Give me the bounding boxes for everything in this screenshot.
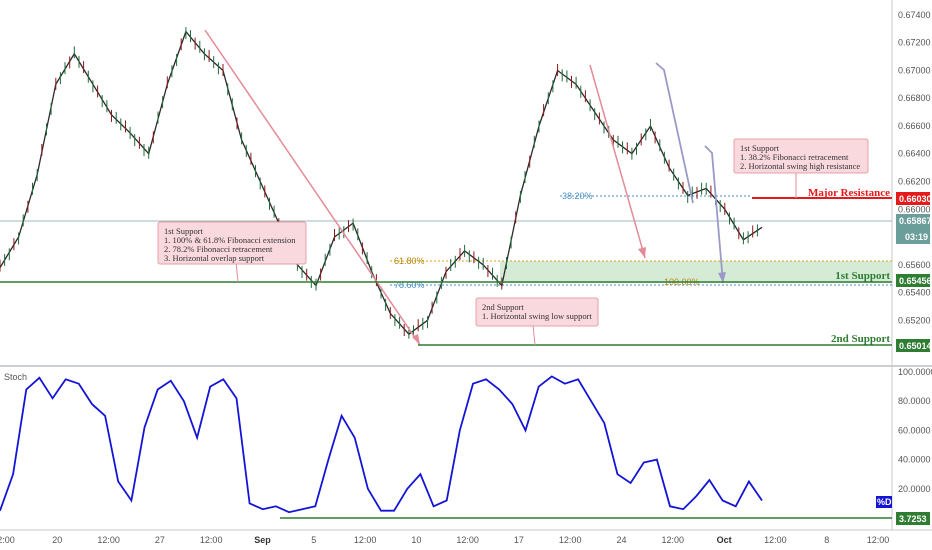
drawdown-arrowhead-2: [638, 247, 646, 258]
time-tick-label: 12:00: [97, 535, 120, 545]
time-tick-label: 12:00: [354, 535, 377, 545]
time-tick-label: 12:00: [559, 535, 582, 545]
time-tick-label: Sep: [254, 535, 271, 545]
note-right: 1st Support 1. 38.2% Fibonacci retraceme…: [733, 138, 869, 198]
price-tick-label: 0.66600: [898, 121, 931, 131]
stoch-title: Stoch: [4, 372, 27, 382]
time-tick-label: 12:00: [200, 535, 223, 545]
major-resistance-label: Major Resistance: [808, 187, 890, 199]
time-tick-label: 8: [824, 535, 829, 545]
drawdown-arrowhead-1: [412, 334, 420, 345]
second-support-price-badge: 0.65014: [896, 339, 932, 352]
price-tick-label: 0.66200: [898, 177, 931, 187]
fib-786-label: 78.60%: [394, 280, 425, 290]
svg-text:3.7253: 3.7253: [899, 514, 927, 524]
price-tick-label: 0.67000: [898, 65, 931, 75]
price-tick-label: 0.65200: [898, 315, 931, 325]
svg-text:3. Horizontal overlap support: 3. Horizontal overlap support: [164, 253, 265, 263]
svg-text:2nd Support: 2nd Support: [482, 302, 524, 312]
price-panel: [0, 0, 892, 365]
svg-text:0.65456: 0.65456: [899, 276, 932, 286]
time-tick-label: 12:00: [867, 535, 890, 545]
svg-text:0.66030: 0.66030: [899, 194, 932, 204]
time-tick-label: 10: [411, 535, 421, 545]
fib-382-label: 38.20%: [562, 191, 593, 201]
drawdown-arrow-2: [589, 64, 646, 259]
stoch-tick-label: 80.0000: [898, 396, 931, 406]
projection-arrowhead-2: [718, 272, 726, 283]
stoch-tick-label: 100.0000: [898, 367, 932, 377]
svg-text:2. Horizontal swing high resis: 2. Horizontal swing high resistance: [740, 161, 860, 171]
time-tick-label: 24: [616, 535, 626, 545]
time-tick-label: 12:00: [764, 535, 787, 545]
svg-text:1st Support: 1st Support: [740, 143, 780, 153]
price-tick-label: 0.65600: [898, 260, 931, 270]
svg-text:1. 38.2% Fibonacci retracement: 1. 38.2% Fibonacci retracement: [740, 152, 849, 162]
first-support-price-badge: 0.65456: [896, 274, 932, 287]
time-tick-label: Oct: [717, 535, 732, 545]
fib-618-label: 61.80%: [394, 256, 425, 266]
support-zone: [500, 261, 892, 283]
projection-arrow-2: [704, 145, 724, 284]
time-axis: 2:00 20 12:00 27 12:00 Sep 5 12:00 10 12:00 17 12:0…: [0, 535, 889, 545]
resistance-price-badge: 0.66030: [896, 192, 932, 205]
svg-text:1. Horizontal swing low suppor: 1. Horizontal swing low support: [482, 311, 592, 321]
stoch-series-badge: %D: [876, 496, 892, 508]
stoch-tick-label: 60.0000: [898, 425, 931, 435]
time-tick-label: 12:00: [662, 535, 685, 545]
price-tick-label: 0.66000: [898, 204, 931, 214]
note-left: 1st Support 1. 100% & 61.8% Fibonacci ex…: [157, 221, 307, 283]
stoch-line: [0, 375, 763, 514]
price-tick-label: 0.67200: [898, 38, 931, 48]
stoch-tick-label: 20.0000: [898, 484, 931, 494]
stoch-value-badge: 3.7253: [896, 512, 930, 525]
svg-text:0.65014: 0.65014: [899, 341, 932, 351]
price-tick-label: 0.65400: [898, 288, 931, 298]
time-tick-label: 12:00: [456, 535, 479, 545]
price-tick-label: 0.66800: [898, 93, 931, 103]
svg-text:03:19: 03:19: [905, 232, 928, 242]
current-price-badge: 0.65867 03:19: [896, 214, 932, 244]
drawdown-arrow-1: [204, 29, 421, 346]
time-tick-label: 2:00: [0, 535, 15, 545]
svg-text:1. 100% & 61.8% Fibonacci exte: 1. 100% & 61.8% Fibonacci extension: [164, 235, 296, 245]
time-tick-label: 17: [514, 535, 524, 545]
price-axis: 0.67400 0.67200 0.67000 0.66800 0.66600 0.664…: [898, 10, 931, 353]
price-tick-label: 0.66400: [898, 149, 931, 159]
note-middle: 2nd Support 1. Horizontal swing low supp…: [475, 297, 599, 346]
svg-text:1st Support: 1st Support: [164, 226, 204, 236]
svg-text:0.65867: 0.65867: [899, 216, 932, 226]
projection-arrow-1: [655, 62, 694, 204]
svg-text:%D: %D: [877, 497, 892, 507]
price-tick-label: 0.67400: [898, 10, 931, 20]
time-tick-label: 27: [155, 535, 165, 545]
time-tick-label: 20: [52, 535, 62, 545]
first-support-label: 1st Support: [835, 270, 890, 282]
second-support-label: 2nd Support: [831, 333, 890, 345]
stoch-axis: 100.0000 80.0000 60.0000 40.0000 20.0000: [898, 367, 932, 494]
svg-text:2. 78.2% Fibonacci retracement: 2. 78.2% Fibonacci retracement: [164, 244, 273, 254]
time-tick-label: 5: [311, 535, 316, 545]
stoch-tick-label: 40.0000: [898, 455, 931, 465]
